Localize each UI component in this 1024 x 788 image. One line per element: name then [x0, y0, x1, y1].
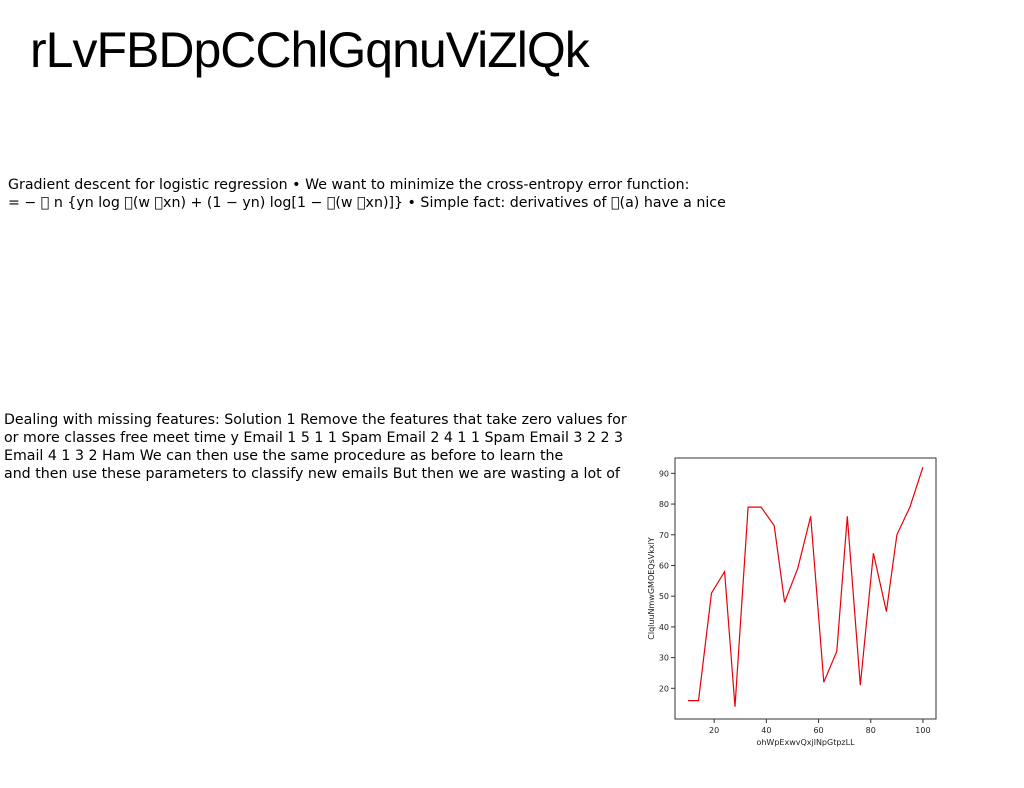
y-tick-label: 30	[659, 654, 669, 663]
text-line: Gradient descent for logistic regression…	[8, 177, 690, 193]
y-tick-label: 90	[659, 469, 669, 478]
x-tick-label: 60	[813, 726, 823, 735]
y-tick-label: 80	[659, 500, 669, 509]
y-axis-label: ClqluuNmwGMOEQsVkxlY	[647, 537, 656, 640]
text-line: Dealing with missing features: Solution …	[4, 412, 627, 428]
x-tick-label: 20	[709, 726, 719, 735]
y-tick-label: 60	[659, 561, 669, 570]
text-line: = −   n {yn log  (w  xn) + (1 − yn) log[…	[8, 195, 726, 211]
text-block-gradient-descent: Gradient descent for logistic regression…	[8, 176, 726, 212]
line-chart: 20 40 60 80 100 20 30 40 50 60 70 80 90 ohWpExwvQxjlN…	[647, 457, 937, 747]
y-tick-label: 50	[659, 592, 669, 601]
page-title: rLvFBDpCChlGqnuViZlQk	[30, 22, 590, 78]
text-block-missing-features: Dealing with missing features: Solution …	[4, 411, 627, 483]
x-tick-label: 40	[761, 726, 771, 735]
y-tick-label: 40	[659, 623, 669, 632]
series-line	[688, 467, 924, 707]
y-tick-label: 70	[659, 531, 669, 540]
y-tick-label: 20	[659, 684, 669, 693]
x-tick-label: 80	[866, 726, 876, 735]
x-axis-label: ohWpExwvQxjlNpGtpzLL	[756, 738, 855, 747]
text-line: and then use these parameters to classif…	[4, 466, 620, 482]
text-line: Email 4 1 3 2 Ham We can then use the sa…	[4, 448, 564, 464]
x-tick-label: 100	[915, 726, 930, 735]
plot-frame	[674, 457, 937, 720]
text-line: or more classes free meet time y Email 1…	[4, 430, 624, 446]
